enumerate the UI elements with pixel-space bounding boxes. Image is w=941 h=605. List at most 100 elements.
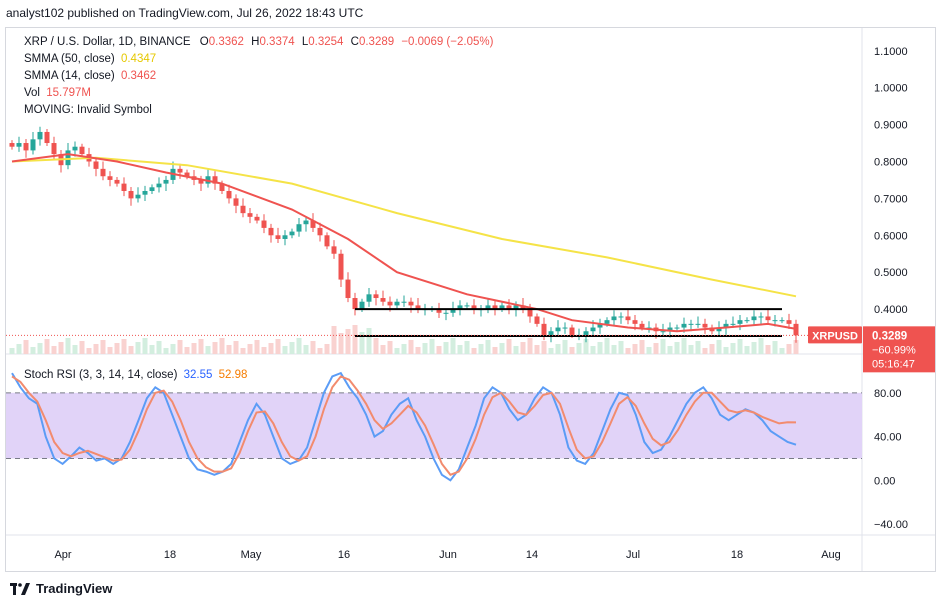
candle[interactable]: [401, 301, 407, 303]
candle[interactable]: [786, 320, 792, 324]
footer-brand[interactable]: TradingView: [10, 581, 112, 596]
candle[interactable]: [555, 327, 561, 332]
candle[interactable]: [492, 305, 498, 310]
candle[interactable]: [394, 301, 400, 306]
candle[interactable]: [716, 327, 722, 332]
candle[interactable]: [296, 224, 302, 232]
candle[interactable]: [100, 168, 106, 177]
candle[interactable]: [128, 191, 134, 199]
candle[interactable]: [450, 309, 456, 313]
candle[interactable]: [233, 198, 239, 206]
candle[interactable]: [352, 298, 358, 310]
candle[interactable]: [114, 179, 120, 184]
candle[interactable]: [793, 323, 799, 336]
candle[interactable]: [744, 320, 750, 322]
candle[interactable]: [331, 246, 337, 254]
candle[interactable]: [667, 327, 673, 332]
candle[interactable]: [485, 305, 491, 310]
candle[interactable]: [380, 298, 386, 302]
candle[interactable]: [23, 143, 29, 151]
candle[interactable]: [737, 320, 743, 324]
chart-frame[interactable]: 1.1000 1.0000 0.9000 0.8000 0.7000 0.6000 0.50…: [5, 27, 936, 572]
candle[interactable]: [681, 323, 687, 328]
candle[interactable]: [436, 309, 442, 313]
candle[interactable]: [751, 316, 757, 321]
candle[interactable]: [72, 146, 78, 151]
candle[interactable]: [163, 179, 169, 184]
candle[interactable]: [338, 253, 344, 280]
candle[interactable]: [464, 305, 470, 307]
candle[interactable]: [625, 316, 631, 321]
candle[interactable]: [107, 176, 113, 180]
candle[interactable]: [443, 312, 449, 314]
candle[interactable]: [632, 320, 638, 324]
candle[interactable]: [695, 323, 701, 325]
candle[interactable]: [772, 320, 778, 322]
candle[interactable]: [282, 235, 288, 239]
candle[interactable]: [590, 327, 596, 332]
candle[interactable]: [562, 327, 568, 329]
candle[interactable]: [275, 235, 281, 239]
candle[interactable]: [527, 309, 533, 317]
candle[interactable]: [639, 323, 645, 328]
candle[interactable]: [219, 183, 225, 191]
candle[interactable]: [723, 323, 729, 328]
candle[interactable]: [121, 183, 127, 191]
candle[interactable]: [499, 305, 505, 310]
candle[interactable]: [604, 320, 610, 324]
candle[interactable]: [135, 194, 141, 199]
candle[interactable]: [408, 301, 414, 306]
candle[interactable]: [317, 227, 323, 236]
candle[interactable]: [765, 316, 771, 321]
candle[interactable]: [506, 305, 512, 310]
candle[interactable]: [212, 176, 218, 184]
candle[interactable]: [646, 327, 652, 329]
candle[interactable]: [65, 150, 71, 166]
stoch-d-line[interactable]: [11, 375, 797, 476]
candle[interactable]: [268, 227, 274, 236]
candle[interactable]: [541, 323, 547, 335]
smma14-line[interactable]: [11, 153, 797, 333]
candle[interactable]: [93, 161, 99, 169]
smma50-line[interactable]: [11, 156, 797, 298]
candle[interactable]: [9, 143, 15, 147]
candle[interactable]: [240, 205, 246, 214]
candle[interactable]: [79, 146, 85, 155]
candle[interactable]: [569, 327, 575, 335]
candle[interactable]: [359, 301, 365, 310]
candle[interactable]: [520, 305, 526, 310]
candle[interactable]: [303, 220, 309, 225]
candle[interactable]: [345, 279, 351, 299]
candle[interactable]: [247, 213, 253, 217]
candle[interactable]: [688, 323, 694, 325]
candle[interactable]: [156, 183, 162, 188]
candle[interactable]: [324, 235, 330, 247]
candle[interactable]: [149, 187, 155, 191]
candle[interactable]: [415, 305, 421, 310]
candle[interactable]: [660, 331, 666, 333]
candle[interactable]: [471, 305, 477, 310]
candle[interactable]: [44, 131, 50, 144]
chart-svg[interactable]: 1.1000 1.0000 0.9000 0.8000 0.7000 0.6000 0.50…: [6, 28, 935, 571]
candle[interactable]: [142, 191, 148, 195]
candle[interactable]: [254, 216, 260, 221]
candle[interactable]: [611, 316, 617, 321]
candle[interactable]: [583, 331, 589, 335]
candle[interactable]: [674, 327, 680, 329]
candle[interactable]: [618, 316, 624, 318]
candle[interactable]: [16, 143, 22, 147]
candle[interactable]: [534, 316, 540, 324]
candle[interactable]: [198, 179, 204, 184]
candle[interactable]: [51, 143, 57, 155]
candle[interactable]: [366, 294, 372, 302]
candle[interactable]: [779, 320, 785, 322]
candle[interactable]: [730, 323, 736, 325]
price-pane[interactable]: 1.1000 1.0000 0.9000 0.8000 0.7000 0.6000 0.50…: [6, 28, 935, 571]
candle[interactable]: [702, 323, 708, 328]
candle[interactable]: [373, 294, 379, 299]
candle[interactable]: [184, 172, 190, 177]
candle[interactable]: [37, 131, 43, 140]
stoch-rsi-pane[interactable]: 80.00 40.00 0.00 −40.00: [6, 371, 908, 531]
candle[interactable]: [758, 316, 764, 318]
candle[interactable]: [548, 331, 554, 335]
